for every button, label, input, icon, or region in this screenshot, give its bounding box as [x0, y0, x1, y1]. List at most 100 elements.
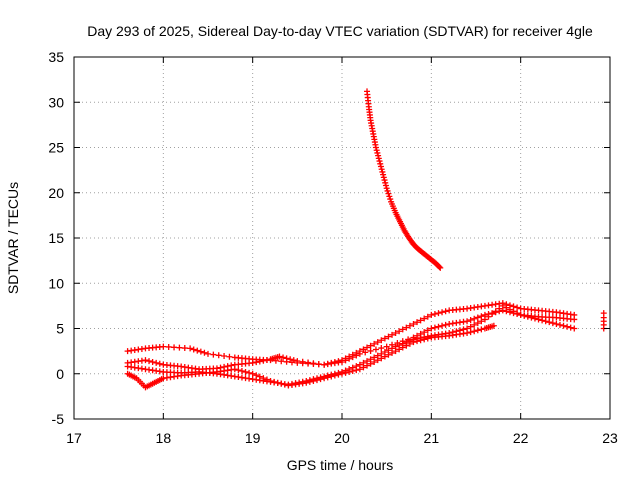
- data-point: [490, 322, 497, 329]
- data-point: [489, 311, 496, 318]
- data-point: [436, 263, 443, 270]
- y-tick-label: 20: [48, 185, 64, 201]
- data-point: [374, 339, 381, 346]
- axis-ticks: 17 18 19 20 21 22 23 -5 0 5 10 15 20 25 30 35: [48, 49, 618, 446]
- data-point: [288, 380, 295, 387]
- data-point: [567, 324, 574, 331]
- data-point: [446, 330, 453, 337]
- data-point: [317, 374, 324, 381]
- data-point: [474, 327, 481, 334]
- data-point: [478, 326, 485, 333]
- data-point: [424, 333, 431, 340]
- data-point: [377, 163, 384, 170]
- data-point: [371, 354, 378, 361]
- data-point: [417, 317, 424, 324]
- data-point: [313, 375, 320, 382]
- data-point: [226, 353, 233, 360]
- data-point: [367, 356, 374, 363]
- data-point: [521, 312, 528, 319]
- data-point: [342, 357, 349, 364]
- data-point: [571, 316, 578, 323]
- data-point: [260, 357, 267, 364]
- data-point: [524, 313, 531, 320]
- data-point: [410, 336, 417, 343]
- data-point: [417, 334, 424, 341]
- data-point: [362, 349, 369, 356]
- data-point: [256, 358, 263, 365]
- data-point: [392, 330, 399, 337]
- data-point: [285, 381, 292, 388]
- data-point: [571, 325, 578, 332]
- x-tick-label: 17: [66, 430, 82, 446]
- data-point: [439, 309, 446, 316]
- data-point: [437, 264, 444, 271]
- data-point: [528, 314, 535, 321]
- data-point: [287, 356, 294, 363]
- data-point: [396, 328, 403, 335]
- data-point: [421, 334, 428, 341]
- data-point: [176, 344, 183, 351]
- data-point: [381, 349, 388, 356]
- data-point: [531, 315, 538, 322]
- data-point: [382, 179, 389, 186]
- data-point: [360, 346, 367, 353]
- data-point: [403, 324, 410, 331]
- data-point: [290, 357, 297, 364]
- y-tick-label: 15: [48, 230, 64, 246]
- data-point: [299, 358, 306, 365]
- data-point: [421, 315, 428, 322]
- data-point: [263, 356, 270, 363]
- data-point: [474, 320, 481, 327]
- data-point: [367, 342, 374, 349]
- data-point: [142, 357, 149, 364]
- data-point: [306, 377, 313, 384]
- data-point: [373, 147, 380, 154]
- data-point: [424, 313, 431, 320]
- data-point: [385, 347, 392, 354]
- y-tick-label: 10: [48, 275, 64, 291]
- data-point: [249, 359, 256, 366]
- data-point: [456, 327, 463, 334]
- data-point: [453, 328, 460, 335]
- data-point: [377, 160, 384, 167]
- data-point: [389, 331, 396, 338]
- data-point: [503, 304, 510, 311]
- data-point: [374, 149, 381, 156]
- data-point: [467, 323, 474, 330]
- data-point: [190, 346, 197, 353]
- data-point: [215, 352, 222, 359]
- data-point: [324, 372, 331, 379]
- data-point: [387, 196, 394, 203]
- data-point: [389, 345, 396, 352]
- data-point: [246, 369, 253, 376]
- data-point: [435, 323, 442, 330]
- data-point: [353, 352, 360, 359]
- data-point: [149, 358, 156, 365]
- data-point: [384, 187, 391, 194]
- data-point: [197, 348, 204, 355]
- data-point: [546, 319, 553, 326]
- x-tick-label: 21: [424, 430, 440, 446]
- data-point: [364, 358, 371, 365]
- data-point: [556, 321, 563, 328]
- data-point: [356, 361, 363, 368]
- data-point: [221, 353, 228, 360]
- data-point: [542, 318, 549, 325]
- data-point: [414, 335, 421, 342]
- data-point: [414, 319, 421, 326]
- data-point: [294, 358, 301, 365]
- series-track-6: [600, 310, 607, 332]
- data-point: [406, 337, 413, 344]
- data-point: [385, 190, 392, 197]
- y-tick-label: 5: [56, 321, 64, 337]
- data-point: [383, 343, 390, 350]
- data-point: [403, 339, 410, 346]
- data-point: [467, 316, 474, 323]
- data-point: [428, 325, 435, 332]
- data-points: [124, 88, 607, 391]
- data-point: [278, 358, 285, 365]
- data-point: [210, 351, 217, 358]
- data-point: [372, 346, 379, 353]
- chart-title: Day 293 of 2025, Sidereal Day-to-day VTE…: [87, 23, 593, 39]
- y-tick-label: -5: [52, 411, 65, 427]
